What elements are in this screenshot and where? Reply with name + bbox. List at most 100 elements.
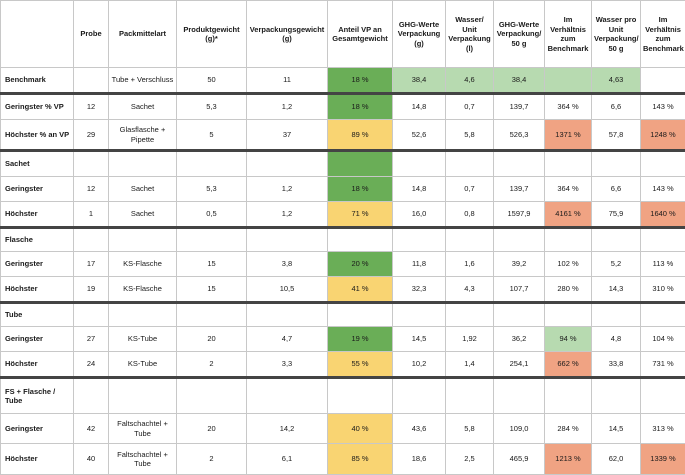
table-cell [393, 303, 446, 327]
table-cell: 38,4 [494, 68, 545, 94]
row-label: Höchster [1, 444, 74, 475]
table-cell [545, 303, 592, 327]
table-cell [545, 68, 592, 94]
table-cell [74, 228, 109, 252]
row-label: Höchster [1, 352, 74, 378]
header-ghg-werte: GHG-Werte Verpackung (g) [393, 1, 446, 68]
header-verpackungsgewicht: Verpackungsgewicht (g) [247, 1, 328, 68]
table-cell: KS-Flasche [109, 277, 177, 303]
table-cell: 731 % [641, 352, 685, 378]
table-cell: KS-Flasche [109, 252, 177, 277]
table-cell [446, 151, 494, 177]
table-cell: 19 % [328, 327, 393, 352]
table-cell: Sachet [109, 94, 177, 120]
table-cell: 14,5 [592, 414, 641, 444]
row-label: Flasche [1, 228, 74, 252]
table-cell: 1,2 [247, 177, 328, 202]
table-cell [545, 228, 592, 252]
table-cell: 29 [74, 120, 109, 151]
table-cell: 1,2 [247, 94, 328, 120]
table-row: Tube [1, 303, 685, 327]
row-label: Sachet [1, 151, 74, 177]
table-cell: 2 [177, 352, 247, 378]
table-cell: 662 % [545, 352, 592, 378]
table-cell: 5,3 [177, 94, 247, 120]
table-cell: 62,0 [592, 444, 641, 475]
row-label: Geringster % VP [1, 94, 74, 120]
table-cell: Sachet [109, 177, 177, 202]
table-cell: 139,7 [494, 94, 545, 120]
table-cell: 33,8 [592, 352, 641, 378]
table-cell: 40 [74, 444, 109, 475]
table-cell: 4,63 [592, 68, 641, 94]
table-cell: 6,6 [592, 177, 641, 202]
header-wasser-unit: Wasser/ Unit Verpackung (l) [446, 1, 494, 68]
table-cell: Sachet [109, 202, 177, 228]
row-label: Geringster [1, 177, 74, 202]
table-cell [592, 151, 641, 177]
table-cell: 5,3 [177, 177, 247, 202]
table-cell: 1,6 [446, 252, 494, 277]
table-cell: 280 % [545, 277, 592, 303]
header-cell-blank [1, 1, 74, 68]
row-label: Geringster [1, 327, 74, 352]
table-cell: 38,4 [393, 68, 446, 94]
table-cell: 0,7 [446, 94, 494, 120]
table-cell: 75,9 [592, 202, 641, 228]
row-label: Höchster % an VP [1, 120, 74, 151]
table-cell: 11 [247, 68, 328, 94]
table-cell: 1640 % [641, 202, 685, 228]
table-cell: 0,7 [446, 177, 494, 202]
table-cell: 10,5 [247, 277, 328, 303]
table-cell: 4,7 [247, 327, 328, 352]
table-cell: 39,2 [494, 252, 545, 277]
table-cell: 40 % [328, 414, 393, 444]
table-cell: 14,3 [592, 277, 641, 303]
table-cell: 18 % [328, 68, 393, 94]
table-cell: 1339 % [641, 444, 685, 475]
table-cell: 139,7 [494, 177, 545, 202]
table-cell [641, 303, 685, 327]
table-cell [393, 151, 446, 177]
table-cell [109, 303, 177, 327]
table-cell: 17 [74, 252, 109, 277]
table-cell: 143 % [641, 177, 685, 202]
table-cell: 313 % [641, 414, 685, 444]
table-cell: 11,8 [393, 252, 446, 277]
table-cell: 16,0 [393, 202, 446, 228]
table-cell [247, 151, 328, 177]
table-cell: 310 % [641, 277, 685, 303]
header-wasser-50g: Wasser pro Unit Verpackung/ 50 g [592, 1, 641, 68]
table-cell: 52,6 [393, 120, 446, 151]
table-cell: 32,3 [393, 277, 446, 303]
row-label: Höchster [1, 202, 74, 228]
table-cell: 12 [74, 177, 109, 202]
table-cell [74, 378, 109, 414]
table-cell: 14,2 [247, 414, 328, 444]
table-cell [74, 151, 109, 177]
table-cell: 4,3 [446, 277, 494, 303]
table-cell [177, 151, 247, 177]
table-cell: 5,8 [446, 414, 494, 444]
header-anteil-vp: Anteil VP an Gesamtgewicht [328, 1, 393, 68]
table-cell: 4,8 [592, 327, 641, 352]
table-cell [446, 303, 494, 327]
header-packmittelart: Packmittelart [109, 1, 177, 68]
table-cell: 3,8 [247, 252, 328, 277]
header-produktgewicht: Produktgewicht (g)* [177, 1, 247, 68]
table-cell [109, 151, 177, 177]
table-cell: 2 [177, 444, 247, 475]
table-cell: 37 [247, 120, 328, 151]
table-cell: 6,1 [247, 444, 328, 475]
table-cell: 42 [74, 414, 109, 444]
table-cell: 526,3 [494, 120, 545, 151]
table-cell: 1,92 [446, 327, 494, 352]
table-cell [592, 303, 641, 327]
table-cell: 20 [177, 327, 247, 352]
table-cell: 107,7 [494, 277, 545, 303]
table-cell [494, 228, 545, 252]
